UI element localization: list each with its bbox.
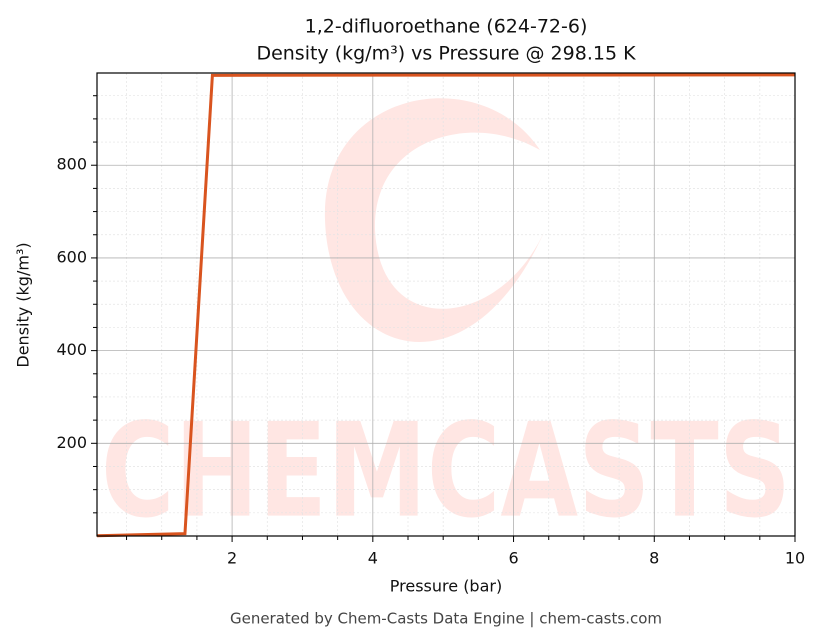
- plot-frame: [96, 72, 796, 537]
- watermark-text: CHEMCASTS: [101, 395, 791, 547]
- watermark-swirl: [324, 98, 545, 342]
- x-tick-label: 10: [785, 549, 805, 568]
- x-tick-label: 4: [368, 549, 378, 568]
- x-tick-label: 8: [649, 549, 659, 568]
- y-tick-label: 800: [56, 155, 87, 174]
- y-axis-label: Density (kg/m³): [14, 242, 33, 367]
- footer: Generated by Chem-Casts Data Engine | ch…: [230, 610, 662, 628]
- y-tick-label: 600: [56, 247, 87, 266]
- y-tick-label: 200: [56, 433, 87, 452]
- chart-subtitle: Density (kg/m³) vs Pressure @ 298.15 K: [256, 43, 636, 65]
- x-tick-label: 6: [508, 549, 518, 568]
- y-tick-label: 400: [56, 340, 87, 359]
- chart-title: 1,2-difluoroethane (624-72-6): [305, 16, 588, 38]
- data-line: [96, 73, 796, 538]
- x-axis-label: Pressure (bar): [390, 577, 502, 596]
- x-tick-label: 2: [227, 549, 237, 568]
